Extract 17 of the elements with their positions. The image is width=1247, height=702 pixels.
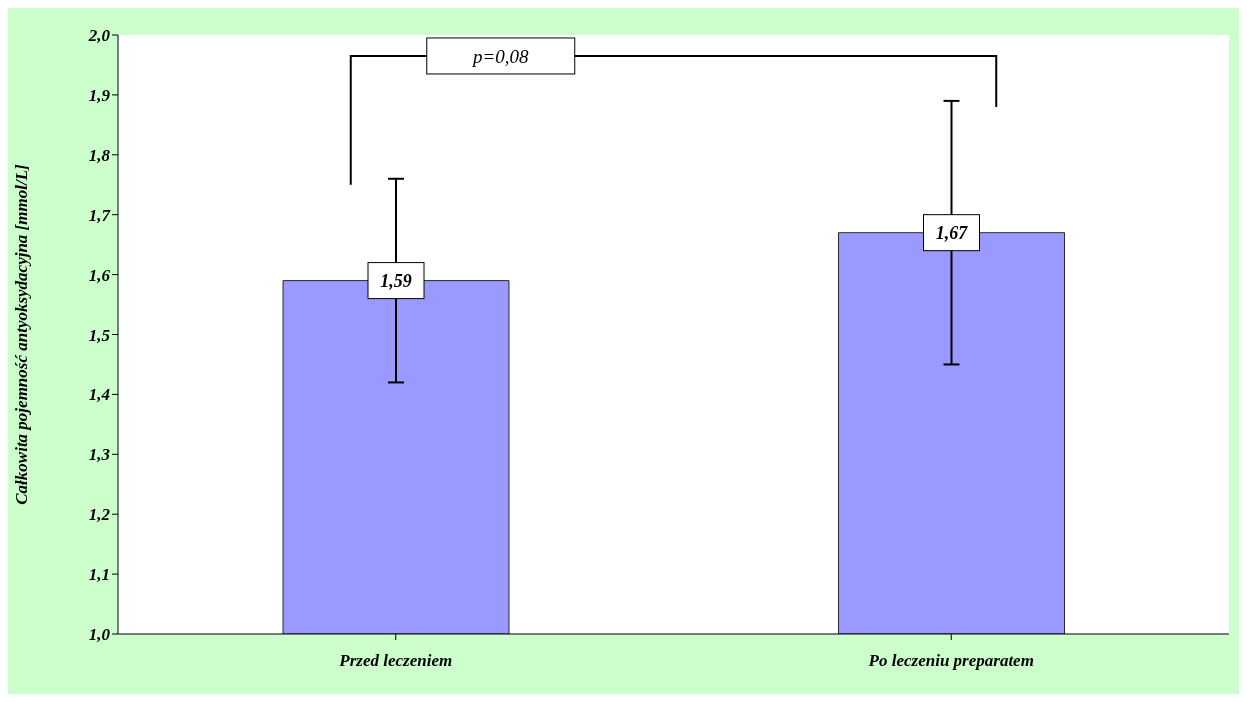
y-tick-label: 1,8: [88, 145, 111, 165]
y-tick-label: 2,0: [87, 26, 111, 46]
x-tick-label: Po leczeniu preparatem: [867, 651, 1034, 671]
data-label: 1,59: [380, 270, 412, 291]
y-tick-label: 1,7: [88, 205, 112, 225]
y-tick-label: 1,6: [88, 265, 111, 285]
y-tick-label: 1,4: [88, 385, 110, 405]
y-axis-title: Całkowita pojemność antyoksydacyjna [mmol/L]: [12, 163, 32, 505]
y-tick-label: 1,5: [88, 325, 111, 345]
y-tick-label: 1,2: [88, 505, 111, 525]
y-tick-label: 1,0: [88, 625, 111, 645]
y-tick-label: 1,1: [88, 565, 110, 585]
data-label: 1,67: [935, 222, 969, 243]
x-tick-label: Przed leczeniem: [338, 651, 453, 671]
annotation: p=0,08: [470, 45, 530, 67]
y-tick-label: 1,9: [88, 85, 111, 105]
y-tick-label: 1,3: [88, 445, 111, 465]
